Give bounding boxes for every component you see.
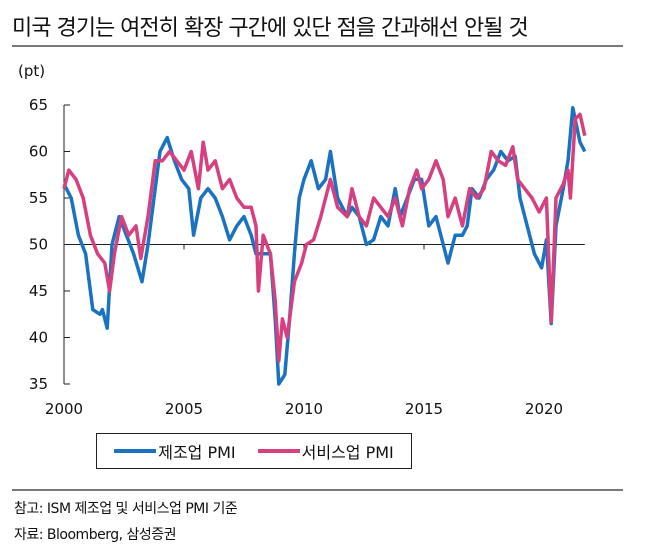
- legend-item-services: 서비스업 PMI: [257, 439, 394, 463]
- y-tick-label: 60: [29, 143, 48, 161]
- x-tick-label: 2015: [405, 400, 443, 418]
- x-tick-label: 2020: [525, 400, 563, 418]
- y-tick-label: 35: [29, 375, 48, 393]
- legend-item-manufacturing: 제조업 PMI: [114, 439, 236, 463]
- chart-legend: 제조업 PMI 서비스업 PMI: [96, 433, 412, 469]
- x-tick-label: 2000: [45, 400, 83, 418]
- title-divider: [12, 45, 623, 47]
- legend-label-services: 서비스업 PMI: [301, 443, 394, 462]
- footer-source: 자료: Bloomberg, 삼성증권: [14, 527, 177, 543]
- y-tick-label: 45: [29, 282, 48, 300]
- x-tick-label: 2005: [165, 400, 203, 418]
- y-axis-unit: (pt): [18, 62, 46, 80]
- footer-divider: [12, 489, 623, 491]
- services-pmi-line: [62, 112, 587, 363]
- legend-swatch-services: [257, 449, 300, 453]
- y-tick-label: 65: [29, 96, 48, 114]
- pmi-line-chart: 35 40 45 50 55 60 65 2000 2005 2010 2015 2020: [29, 96, 587, 418]
- y-tick-label: 55: [29, 189, 48, 207]
- y-tick-label: 40: [29, 329, 48, 347]
- chart-title: 미국 경기는 여전히 확장 구간에 있단 점을 간과해선 안될 것: [12, 16, 529, 41]
- y-tick-label: 50: [29, 236, 48, 254]
- x-tick-label: 2010: [285, 400, 323, 418]
- legend-label-manufacturing: 제조업 PMI: [158, 443, 236, 462]
- footer-note: 참고: ISM 제조업 및 서비스업 PMI 기준: [14, 501, 238, 517]
- legend-swatch-manufacturing: [114, 449, 157, 453]
- manufacturing-pmi-line: [62, 106, 587, 386]
